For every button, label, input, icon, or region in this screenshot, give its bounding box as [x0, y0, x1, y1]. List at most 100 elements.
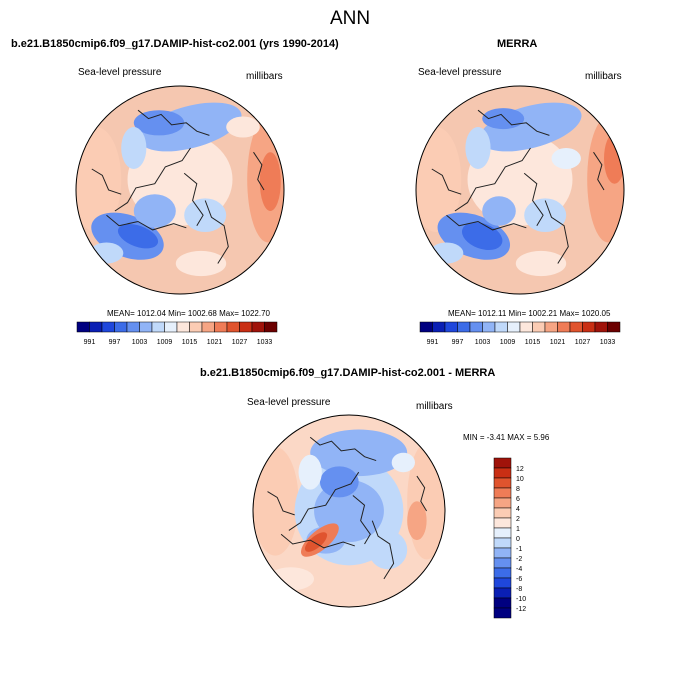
panel-2-colorbar-swatch — [607, 321, 621, 333]
panel-1-variable: Sea-level pressure — [78, 67, 162, 78]
panel-2-colorbar-swatch — [432, 321, 446, 333]
panel-1-map-contour-region — [259, 152, 281, 211]
panel-1-colorbar-swatch — [101, 321, 115, 333]
panel-3-colorbar-tick-label: 12 — [516, 466, 524, 473]
panel-1-map-contour-region — [89, 242, 124, 264]
panel-1-colorbar-swatch — [114, 321, 128, 333]
panel-3-colorbar-swatch — [493, 497, 512, 509]
panel-1-stats: MEAN= 1012.04 Min= 1002.68 Max= 1022.70 — [107, 309, 270, 318]
panel-3-colorbar-tick-label: -12 — [516, 606, 526, 613]
panel-3-colorbar-tick-label: 10 — [516, 476, 524, 483]
panel-1-map-coastline — [91, 168, 122, 195]
panel-2-map-contour-region — [482, 108, 525, 130]
panel-2-colorbar-tick-label: 1009 — [500, 339, 516, 346]
panel-3-map-coastline — [309, 436, 377, 462]
panel-3-map-contour-region — [407, 501, 427, 541]
panel-1-units: millibars — [246, 71, 283, 82]
panel-2-map-contour-region — [515, 250, 567, 277]
panel-3-colorbar-tick-label: 6 — [516, 496, 520, 503]
panel-2-colorbar-swatch — [444, 321, 458, 333]
panel-2-colorbar-swatch — [482, 321, 496, 333]
panel-1-map-contour-region — [121, 127, 147, 169]
panel-1-colorbar-tick-label: 991 — [84, 339, 96, 346]
panel-1-colorbar-tick-label: 997 — [109, 339, 121, 346]
panel-3-colorbar-swatch — [493, 587, 512, 599]
panel-3-colorbar-tick-label: 1 — [516, 526, 520, 533]
panel-3-colorbar-swatch — [493, 457, 512, 469]
panel-3-colorbar-swatch — [493, 517, 512, 529]
panel-1-colorbar-swatch — [139, 321, 153, 333]
panel-3-map-coastline — [280, 533, 355, 549]
panel-2-colorbar-swatch — [419, 321, 433, 333]
panel-2-map-coastline — [593, 151, 605, 191]
panel-3-colorbar-swatch — [493, 537, 512, 549]
panel-1-map-coastline — [253, 151, 265, 191]
panel-1-colorbar-tick-label: 1009 — [157, 339, 173, 346]
panel-3-map-coastline — [352, 495, 371, 545]
panel-1-map-contour-region — [76, 127, 122, 232]
panel-2-colorbar-swatch — [582, 321, 596, 333]
panel-1-map-coastline — [106, 214, 187, 231]
panel-2-variable: Sea-level pressure — [418, 67, 502, 78]
panel-3-variable: Sea-level pressure — [247, 397, 331, 408]
panel-2-colorbar-swatch — [532, 321, 546, 333]
panel-2-colorbar-tick-label: 1027 — [575, 339, 591, 346]
panel-3-map-contour-region — [253, 446, 299, 556]
panel-3-stats: MIN = -3.41 MAX = 5.96 — [463, 433, 550, 442]
panel-3-colorbar-swatch — [493, 477, 512, 489]
panel-1-map-contour-region — [133, 194, 176, 228]
panel-2-map-contour-region — [465, 127, 491, 169]
panel-2-map-contour-region — [429, 242, 464, 264]
panel-2-colorbar-tick-label: 991 — [427, 339, 439, 346]
panel-1-colorbar-tick-label: 1021 — [207, 339, 223, 346]
panel-2-map-contour-region — [524, 198, 567, 232]
panel-3-map-contour-region — [368, 530, 408, 570]
panel-2-colorbar-swatch — [457, 321, 471, 333]
panel-2-colorbar-swatch — [519, 321, 533, 333]
panel-1-colorbar-swatch — [126, 321, 140, 333]
panel-1-map-coastline — [204, 200, 229, 264]
panel-3-colorbar-tick-label: 2 — [516, 516, 520, 523]
panel-2-map-coastline — [454, 147, 531, 212]
panel-3-colorbar-swatch — [493, 577, 512, 589]
panel-3-colorbar-tick-label: 4 — [516, 506, 520, 513]
panel-1-colorbar-swatch — [89, 321, 103, 333]
panel-1-colorbar-tick-label: 1027 — [232, 339, 248, 346]
panel-1-colorbar: 991 997 1003 1009 1015 1021 1027 1033 — [76, 321, 278, 346]
panel-2-map-coastline — [544, 200, 569, 264]
panel-3-title: b.e21.B1850cmip6.f09_g17.DAMIP-hist-co2.… — [200, 367, 496, 379]
panel-2-colorbar: 991 997 1003 1009 1015 1021 1027 1033 — [419, 321, 621, 346]
panel-1-colorbar-swatch — [201, 321, 215, 333]
panel-3-colorbar-swatch — [493, 547, 512, 559]
panel-2-map-coastline — [446, 214, 527, 231]
panel-2-colorbar-swatch — [569, 321, 583, 333]
panel-2-title: MERRA — [497, 38, 538, 50]
panel-3-map-coastline — [288, 471, 360, 531]
panel-2-map — [415, 85, 625, 295]
panel-3-colorbar-tick-label: -2 — [516, 556, 522, 563]
panel-2-colorbar-swatch — [557, 321, 571, 333]
panel-3-map — [252, 414, 446, 608]
panel-2-colorbar-swatch — [594, 321, 608, 333]
panel-2-map-coastline — [431, 168, 462, 195]
panel-2-map-coastline — [523, 172, 544, 226]
panel-3-colorbar-swatch — [493, 597, 512, 609]
panel-3-colorbar-swatch — [493, 527, 512, 539]
panel-3-colorbar-tick-label: 0 — [516, 536, 520, 543]
panel-3-colorbar-swatch — [493, 467, 512, 479]
panel-2-stats: MEAN= 1012.11 Min= 1002.21 Max= 1020.05 — [448, 309, 611, 318]
panel-2-colorbar-tick-label: 1003 — [475, 339, 491, 346]
panel-2-colorbar-tick-label: 1021 — [550, 339, 566, 346]
panel-3-map-contour-region — [391, 452, 415, 473]
panel-2-colorbar-swatch — [469, 321, 483, 333]
panel-2-colorbar-tick-label: 1033 — [600, 339, 616, 346]
panel-1-colorbar-tick-label: 1033 — [257, 339, 273, 346]
panel-1-map-coastline — [137, 109, 210, 136]
panel-2-units: millibars — [585, 71, 622, 82]
panel-2-colorbar-swatch — [544, 321, 558, 333]
panel-3-map-contour-region — [298, 454, 322, 490]
panel-2-map-border — [415, 85, 625, 295]
panel-1-map-contour-region — [226, 116, 260, 138]
panel-1-colorbar-tick-label: 1015 — [182, 339, 198, 346]
